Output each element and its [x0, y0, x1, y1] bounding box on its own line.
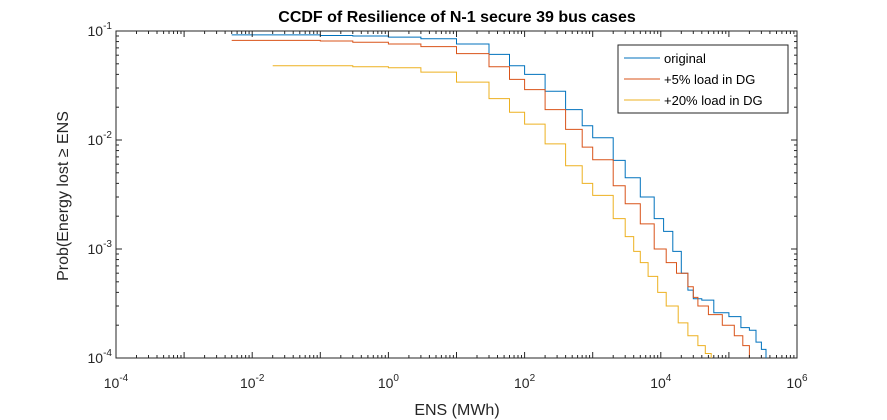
legend-label-3: +20% load in DG [664, 93, 763, 108]
series-line-2 [231, 39, 750, 358]
y-tick-label: 10-4 [88, 348, 113, 366]
chart-title: CCDF of Resilience of N-1 secure 39 bus … [278, 9, 636, 26]
legend-label-1: original [664, 51, 706, 66]
axis-ticks: 10-4 10-2 100 102 104 106 10-1 10-2 10-3 10-4 [88, 21, 808, 391]
x-axis-label: ENS (MWh) [414, 402, 499, 419]
x-tick-label: 104 [650, 373, 672, 391]
legend-label-2: +5% load in DG [664, 72, 755, 87]
x-tick-label: 10-4 [104, 373, 129, 391]
series-line-1 [231, 34, 767, 358]
y-axis-label: Prob(Energy lost ≥ ENS [55, 111, 72, 281]
x-tick-label: 10-2 [240, 373, 265, 391]
y-tick-label: 10-3 [88, 239, 113, 257]
series-group [231, 34, 767, 358]
legend-box [617, 44, 789, 114]
x-tick-label: 106 [786, 373, 808, 391]
legend: original +5% load in DG +20% load in DG [617, 44, 789, 114]
x-tick-label: 100 [378, 373, 400, 391]
y-tick-label: 10-2 [88, 130, 113, 148]
y-tick-label: 10-1 [88, 21, 113, 39]
series-line-3 [272, 65, 712, 358]
x-tick-label: 102 [514, 373, 536, 391]
